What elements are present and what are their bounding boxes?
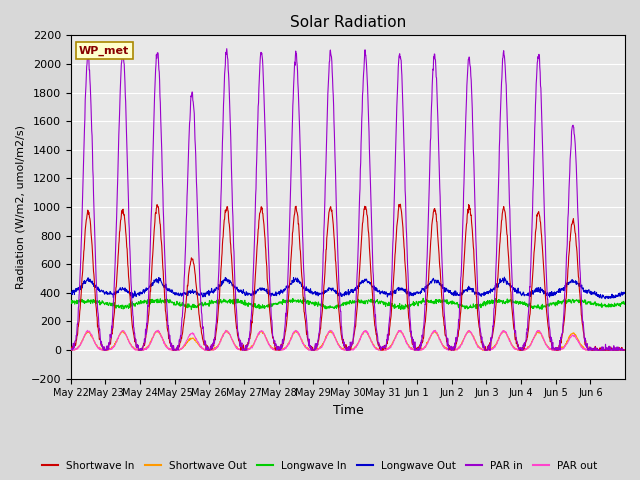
X-axis label: Time: Time xyxy=(333,404,364,417)
Legend: Shortwave In, Shortwave Out, Longwave In, Longwave Out, PAR in, PAR out: Shortwave In, Shortwave Out, Longwave In… xyxy=(38,456,602,475)
Title: Solar Radiation: Solar Radiation xyxy=(290,15,406,30)
Y-axis label: Radiation (W/m2, umol/m2/s): Radiation (W/m2, umol/m2/s) xyxy=(15,125,25,289)
Text: WP_met: WP_met xyxy=(79,46,129,56)
